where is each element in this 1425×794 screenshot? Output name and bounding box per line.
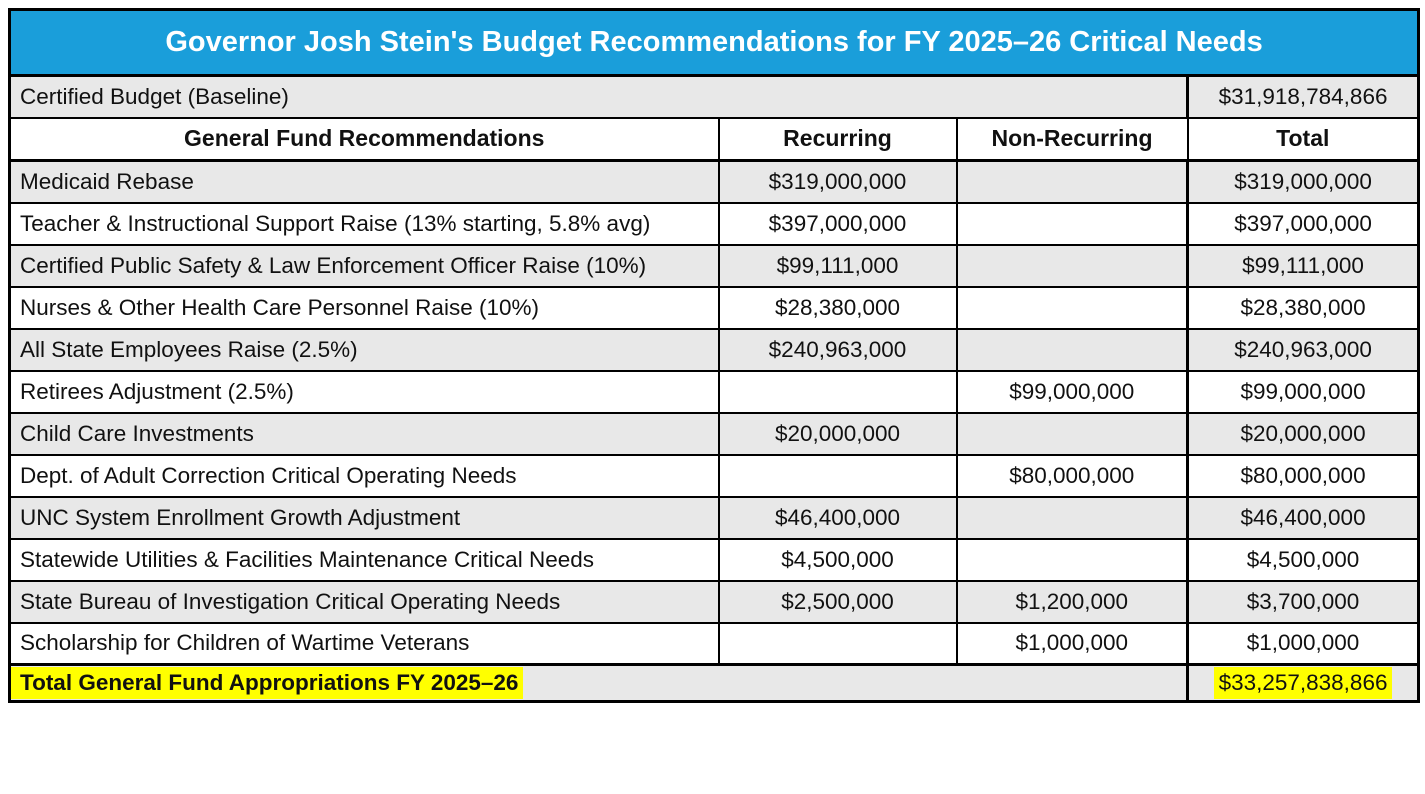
row-non-recurring-value: $1,000,000 — [955, 621, 1189, 666]
row-total-value: $99,111,000 — [1185, 243, 1420, 288]
row-non-recurring-value — [955, 411, 1189, 456]
total-row-value-cell: $33,257,838,866 — [1185, 663, 1420, 703]
baseline-row: Certified Budget (Baseline) $31,918,784,… — [8, 74, 1420, 119]
row-recurring-value: $28,380,000 — [717, 285, 958, 330]
table-title: Governor Josh Stein's Budget Recommendat… — [8, 8, 1420, 77]
column-header-row: General Fund Recommendations Recurring N… — [8, 116, 1420, 162]
row-recurring-value: $319,000,000 — [717, 159, 958, 204]
row-total-value: $46,400,000 — [1185, 495, 1420, 540]
total-row-value-highlight: $33,257,838,866 — [1213, 667, 1393, 699]
row-non-recurring-value — [955, 537, 1189, 582]
row-total-value: $240,963,000 — [1185, 327, 1420, 372]
row-total-value: $3,700,000 — [1185, 579, 1420, 624]
row-recurring-value: $240,963,000 — [717, 327, 958, 372]
column-header-non-recurring: Non-Recurring — [955, 116, 1189, 162]
row-recurring-value — [717, 621, 958, 666]
budget-table: Governor Josh Stein's Budget Recommendat… — [8, 8, 1421, 703]
row-recurring-value — [717, 453, 958, 498]
budget-table-body: Governor Josh Stein's Budget Recommendat… — [8, 8, 1420, 703]
row-non-recurring-value: $1,200,000 — [955, 579, 1189, 624]
row-non-recurring-value — [955, 159, 1189, 204]
column-header-total: Total — [1186, 116, 1420, 162]
row-label: Child Care Investments — [8, 411, 720, 456]
table-row: Statewide Utilities & Facilities Mainten… — [8, 537, 1420, 582]
row-total-value: $1,000,000 — [1185, 621, 1420, 666]
row-non-recurring-value — [955, 285, 1189, 330]
table-row: Medicaid Rebase $319,000,000 $319,000,00… — [8, 159, 1420, 204]
row-label: State Bureau of Investigation Critical O… — [8, 579, 720, 624]
row-recurring-value — [717, 369, 958, 414]
row-total-value: $80,000,000 — [1185, 453, 1420, 498]
column-header-recurring: Recurring — [717, 116, 958, 162]
table-row: Child Care Investments $20,000,000 $20,0… — [8, 411, 1420, 456]
column-header-recommendations: General Fund Recommendations — [8, 116, 720, 162]
row-label: Statewide Utilities & Facilities Mainten… — [8, 537, 720, 582]
row-recurring-value: $46,400,000 — [717, 495, 958, 540]
row-label: Nurses & Other Health Care Personnel Rai… — [8, 285, 720, 330]
row-label: All State Employees Raise (2.5%) — [8, 327, 720, 372]
row-non-recurring-value: $99,000,000 — [955, 369, 1189, 414]
row-non-recurring-value — [955, 201, 1189, 246]
baseline-total-value: $31,918,784,866 — [1185, 74, 1420, 119]
row-recurring-value: $4,500,000 — [717, 537, 958, 582]
row-non-recurring-value — [955, 495, 1189, 540]
row-total-value: $319,000,000 — [1185, 159, 1420, 204]
table-row: Teacher & Instructional Support Raise (1… — [8, 201, 1420, 246]
row-recurring-value: $2,500,000 — [717, 579, 958, 624]
table-row: State Bureau of Investigation Critical O… — [8, 579, 1420, 624]
row-label: UNC System Enrollment Growth Adjustment — [8, 495, 720, 540]
table-row: Dept. of Adult Correction Critical Opera… — [8, 453, 1420, 498]
row-total-value: $20,000,000 — [1185, 411, 1420, 456]
total-row-label-highlight: Total General Fund Appropriations FY 202… — [11, 667, 524, 699]
row-total-value: $4,500,000 — [1185, 537, 1420, 582]
row-label: Scholarship for Children of Wartime Vete… — [8, 621, 720, 666]
table-row: All State Employees Raise (2.5%) $240,96… — [8, 327, 1420, 372]
row-total-value: $99,000,000 — [1185, 369, 1420, 414]
row-non-recurring-value — [955, 327, 1189, 372]
row-recurring-value: $99,111,000 — [717, 243, 958, 288]
row-non-recurring-value: $80,000,000 — [955, 453, 1189, 498]
baseline-label: Certified Budget (Baseline) — [8, 74, 1189, 119]
row-label: Retirees Adjustment (2.5%) — [8, 369, 720, 414]
row-total-value: $397,000,000 — [1185, 201, 1420, 246]
row-non-recurring-value — [955, 243, 1189, 288]
table-row: Certified Public Safety & Law Enforcemen… — [8, 243, 1420, 288]
title-row: Governor Josh Stein's Budget Recommendat… — [8, 8, 1420, 77]
row-label: Medicaid Rebase — [8, 159, 720, 204]
table-row: Nurses & Other Health Care Personnel Rai… — [8, 285, 1420, 330]
row-label: Teacher & Instructional Support Raise (1… — [8, 201, 720, 246]
total-row: Total General Fund Appropriations FY 202… — [8, 663, 1420, 703]
table-row: UNC System Enrollment Growth Adjustment … — [8, 495, 1420, 540]
total-row-label-cell: Total General Fund Appropriations FY 202… — [8, 663, 1189, 703]
row-total-value: $28,380,000 — [1185, 285, 1420, 330]
table-row: Scholarship for Children of Wartime Vete… — [8, 621, 1420, 666]
table-row: Retirees Adjustment (2.5%) $99,000,000 $… — [8, 369, 1420, 414]
row-recurring-value: $20,000,000 — [717, 411, 958, 456]
row-recurring-value: $397,000,000 — [717, 201, 958, 246]
row-label: Dept. of Adult Correction Critical Opera… — [8, 453, 720, 498]
row-label: Certified Public Safety & Law Enforcemen… — [8, 243, 720, 288]
